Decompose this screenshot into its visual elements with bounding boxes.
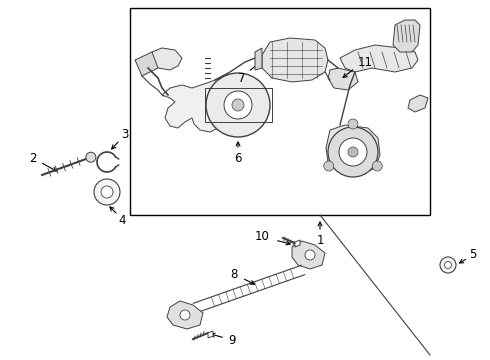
Circle shape — [101, 186, 113, 198]
Text: 9: 9 — [228, 333, 236, 346]
Text: 5: 5 — [469, 248, 477, 261]
Polygon shape — [292, 241, 325, 269]
Polygon shape — [262, 38, 328, 82]
Polygon shape — [167, 301, 203, 329]
Circle shape — [206, 73, 270, 137]
Polygon shape — [162, 78, 230, 132]
Circle shape — [324, 161, 334, 171]
Text: 10: 10 — [255, 230, 270, 243]
Text: 7: 7 — [238, 72, 246, 85]
Polygon shape — [135, 52, 158, 76]
Text: 2: 2 — [29, 152, 37, 165]
Polygon shape — [295, 240, 300, 247]
Polygon shape — [408, 95, 428, 112]
Circle shape — [440, 257, 456, 273]
Circle shape — [232, 99, 244, 111]
Circle shape — [372, 161, 382, 171]
Circle shape — [94, 179, 120, 205]
Polygon shape — [150, 48, 182, 70]
Text: 1: 1 — [316, 234, 324, 247]
Circle shape — [224, 91, 252, 119]
Polygon shape — [393, 20, 420, 52]
Text: 11: 11 — [358, 55, 372, 68]
Polygon shape — [328, 68, 358, 90]
Circle shape — [328, 127, 378, 177]
Bar — [130, 8, 430, 215]
Polygon shape — [340, 45, 418, 72]
Text: 6: 6 — [234, 152, 242, 165]
Bar — [205, 88, 272, 122]
Text: 8: 8 — [230, 267, 238, 280]
Circle shape — [444, 261, 451, 269]
Polygon shape — [326, 125, 380, 175]
Circle shape — [348, 119, 358, 129]
Text: 4: 4 — [118, 213, 126, 226]
Polygon shape — [208, 331, 213, 338]
Polygon shape — [255, 48, 262, 70]
Circle shape — [339, 138, 367, 166]
Text: 3: 3 — [122, 129, 129, 141]
Circle shape — [180, 310, 190, 320]
Circle shape — [348, 147, 358, 157]
Circle shape — [86, 152, 96, 162]
Circle shape — [305, 250, 315, 260]
